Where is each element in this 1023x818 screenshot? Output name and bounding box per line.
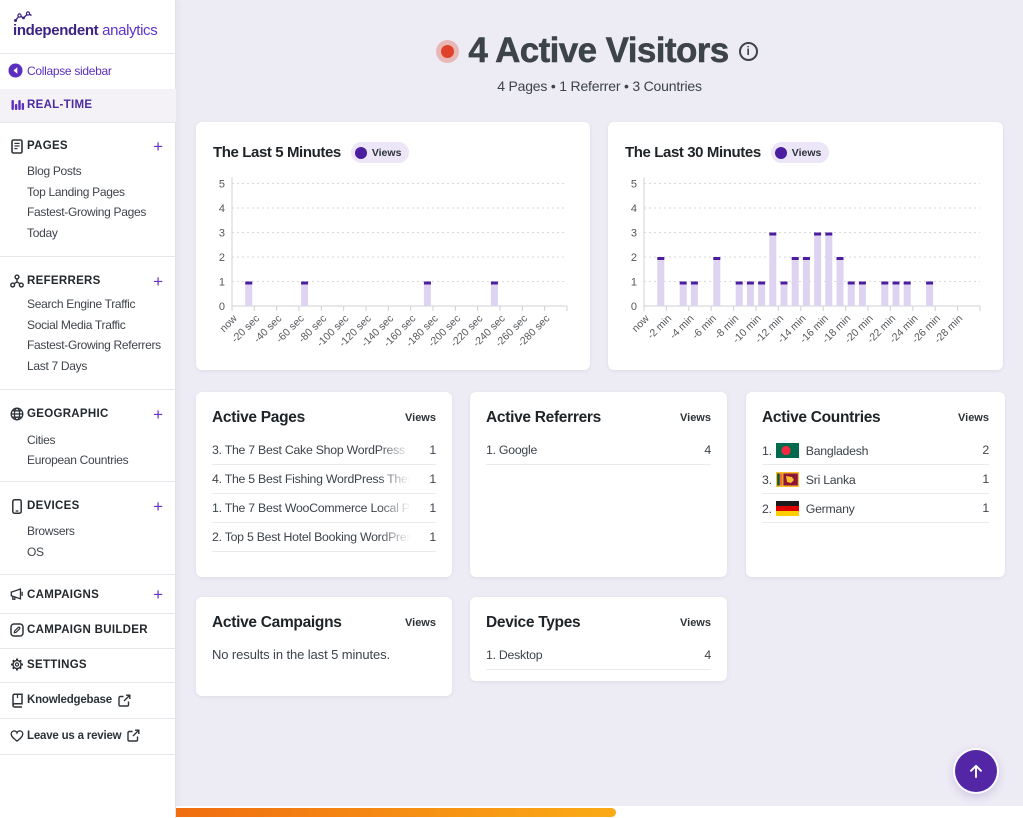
svg-text:-2 min: -2 min <box>645 313 674 342</box>
svg-text:0: 0 <box>631 301 637 313</box>
svg-text:5: 5 <box>631 179 637 191</box>
svg-text:5: 5 <box>219 179 225 191</box>
svg-text:3: 3 <box>219 228 225 240</box>
svg-text:2: 2 <box>631 252 637 264</box>
svg-text:1: 1 <box>219 277 225 289</box>
svg-text:3: 3 <box>631 228 637 240</box>
svg-text:2: 2 <box>219 252 225 264</box>
svg-text:-6 min: -6 min <box>690 313 719 342</box>
svg-text:-4 min: -4 min <box>667 313 696 342</box>
svg-text:0: 0 <box>219 301 225 313</box>
svg-text:4: 4 <box>631 203 637 215</box>
svg-text:1: 1 <box>631 277 637 289</box>
svg-text:4: 4 <box>219 203 225 215</box>
